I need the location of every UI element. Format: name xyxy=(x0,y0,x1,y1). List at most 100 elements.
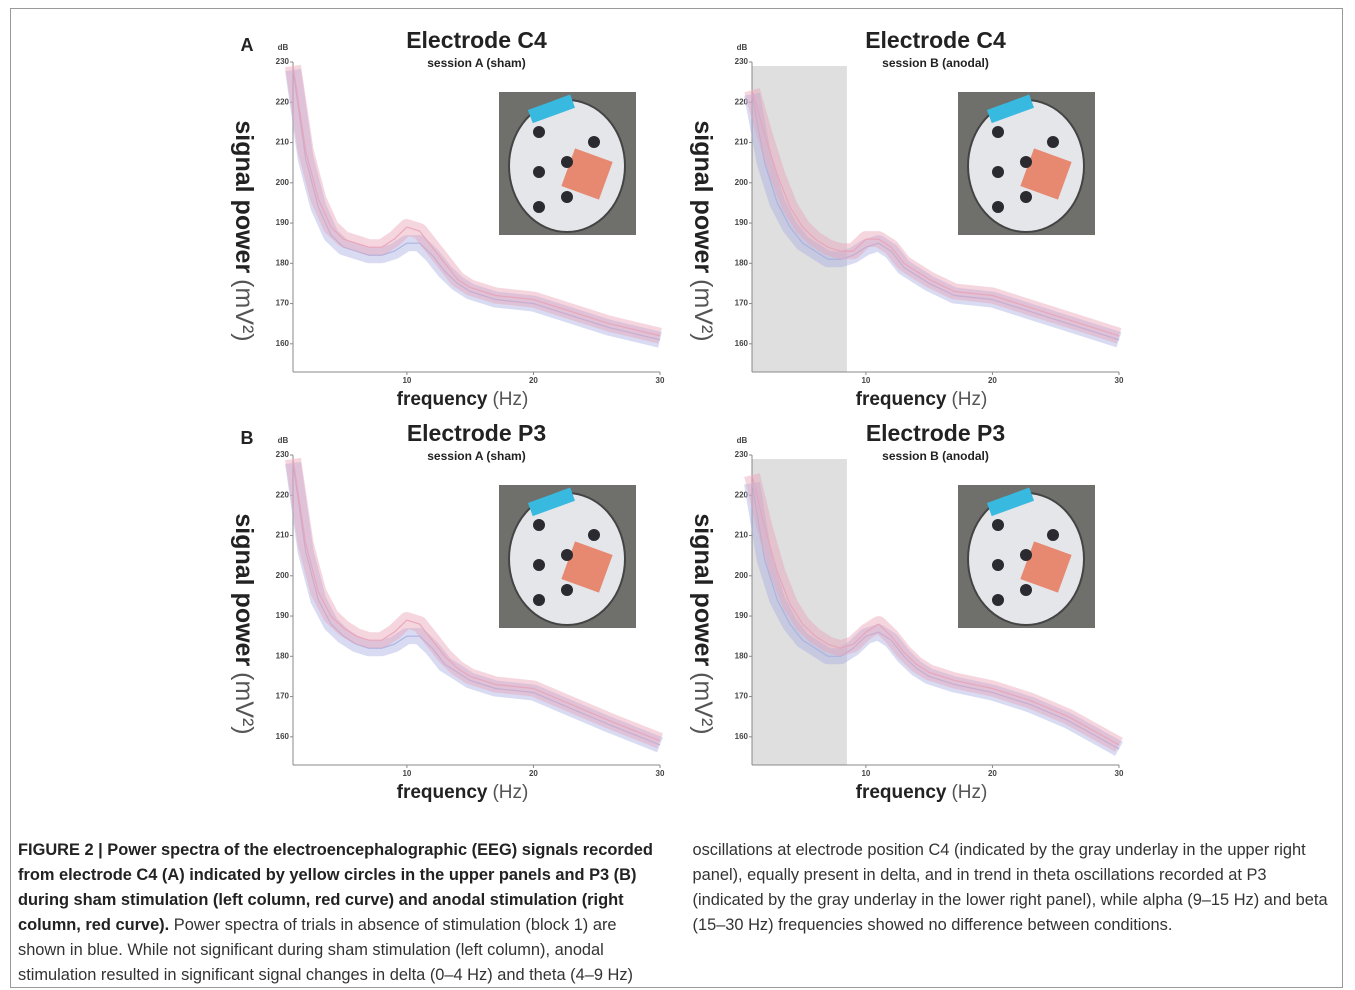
x-tick-label: 10 xyxy=(402,769,411,778)
y-tick-label: 160 xyxy=(735,339,749,348)
inset-electrode xyxy=(992,559,1004,571)
y-tick-label: 220 xyxy=(735,490,749,499)
inset-electrode xyxy=(992,166,1004,178)
y-tick-label: 170 xyxy=(276,299,290,308)
series-line xyxy=(292,69,661,341)
y-tick-label: 160 xyxy=(735,732,749,741)
inset-electrode xyxy=(533,166,545,178)
y-tick-label: 230 xyxy=(276,57,290,66)
y-unit: dB xyxy=(737,43,748,52)
y-axis-label: signal power (mV²) xyxy=(689,513,717,734)
x-tick-label: 20 xyxy=(988,769,997,778)
series-line xyxy=(751,90,1120,337)
x-tick-label: 30 xyxy=(656,376,665,385)
highlight-region xyxy=(752,459,847,765)
inset-electrode xyxy=(1020,549,1032,561)
x-tick-label: 20 xyxy=(529,376,538,385)
inset-electrode xyxy=(992,126,1004,138)
inset-electrode xyxy=(992,201,1004,213)
chart-subtitle: session A (sham) xyxy=(427,56,525,70)
inset-electrode xyxy=(533,519,545,531)
series-line xyxy=(751,474,1120,746)
y-axis-label-unit: (mV²) xyxy=(230,279,258,341)
x-tick-label: 30 xyxy=(1115,769,1124,778)
y-tick-label: 200 xyxy=(276,571,290,580)
y-tick-label: 180 xyxy=(276,258,290,267)
caption-text: Power spectra of trials in absence of st… xyxy=(18,841,1328,984)
x-tick-label: 20 xyxy=(529,769,538,778)
inset-electrode xyxy=(561,549,573,561)
inset-electrode xyxy=(533,126,545,138)
y-tick-label: 210 xyxy=(276,138,290,147)
y-tick-label: 220 xyxy=(276,97,290,106)
inset-electrode xyxy=(588,529,600,541)
y-tick-label: 190 xyxy=(276,611,290,620)
x-axis-label: frequency (Hz) xyxy=(856,782,988,803)
x-axis-label-text: frequency xyxy=(856,389,947,410)
x-axis-label: frequency (Hz) xyxy=(856,389,988,410)
y-tick-label: 230 xyxy=(276,450,290,459)
y-axis-label-unit: (mV²) xyxy=(230,672,258,734)
x-axis-label: frequency (Hz) xyxy=(397,782,529,803)
y-tick-label: 210 xyxy=(735,531,749,540)
inset-sponge xyxy=(986,94,1035,124)
chart-subtitle: session B (anodal) xyxy=(882,449,989,463)
highlight-region xyxy=(752,66,847,372)
y-tick-label: 230 xyxy=(735,57,749,66)
y-tick-label: 220 xyxy=(276,490,290,499)
inset-sponge xyxy=(527,487,576,517)
y-tick-label: 160 xyxy=(276,732,290,741)
x-tick-label: 30 xyxy=(1115,376,1124,385)
x-axis-label-unit: (Hz) xyxy=(951,389,987,410)
inset-electrode xyxy=(533,201,545,213)
y-axis-label-unit: (mV²) xyxy=(689,279,717,341)
y-tick-label: 180 xyxy=(735,258,749,267)
inset-electrode-area xyxy=(561,541,613,593)
inset-electrode xyxy=(1020,584,1032,596)
y-tick-label: 200 xyxy=(276,178,290,187)
x-axis-label-text: frequency xyxy=(397,782,488,803)
panel-letter: B xyxy=(241,428,254,448)
inset-electrode xyxy=(992,519,1004,531)
inset-electrode xyxy=(992,594,1004,606)
inset-electrode xyxy=(1020,191,1032,203)
y-tick-label: 170 xyxy=(735,692,749,701)
chart-subtitle: session A (sham) xyxy=(427,449,525,463)
y-tick-label: 220 xyxy=(735,97,749,106)
y-axis-label: signal power (mV²) xyxy=(689,120,717,341)
series-line xyxy=(751,483,1120,750)
series-line xyxy=(751,94,1120,341)
x-tick-label: 10 xyxy=(861,769,870,778)
y-axis-label-text: signal power xyxy=(230,513,258,666)
x-axis-label-unit: (Hz) xyxy=(492,389,528,410)
inset-electrode xyxy=(533,594,545,606)
inset-electrode-area xyxy=(1020,541,1072,593)
chart-subtitle: session B (anodal) xyxy=(882,56,989,70)
inset-electrode xyxy=(588,136,600,148)
series-line xyxy=(292,458,661,742)
y-axis-label: signal power (mV²) xyxy=(230,513,258,734)
y-tick-label: 180 xyxy=(735,651,749,660)
y-unit: dB xyxy=(278,43,289,52)
chart-title: Electrode P3 xyxy=(407,420,546,446)
caption-bold: FIGURE 2 | Power spectra of the electroe… xyxy=(18,841,653,934)
y-axis-label-text: signal power xyxy=(230,120,258,273)
y-tick-label: 170 xyxy=(735,299,749,308)
y-tick-label: 190 xyxy=(276,218,290,227)
chart-title: Electrode C4 xyxy=(865,27,1006,53)
x-tick-label: 10 xyxy=(861,376,870,385)
chart-title: Electrode P3 xyxy=(866,420,1005,446)
x-axis-label: frequency (Hz) xyxy=(397,389,529,410)
y-tick-label: 190 xyxy=(735,218,749,227)
x-tick-label: 20 xyxy=(988,376,997,385)
inset-electrode-area xyxy=(1020,148,1072,200)
inset-electrode xyxy=(561,584,573,596)
y-tick-label: 210 xyxy=(735,138,749,147)
series-line xyxy=(292,65,661,337)
y-tick-label: 210 xyxy=(276,531,290,540)
y-axis-label-text: signal power xyxy=(689,120,717,273)
inset-sponge xyxy=(986,487,1035,517)
x-axis-label-text: frequency xyxy=(397,389,488,410)
series-line xyxy=(292,462,661,746)
x-tick-label: 30 xyxy=(656,769,665,778)
